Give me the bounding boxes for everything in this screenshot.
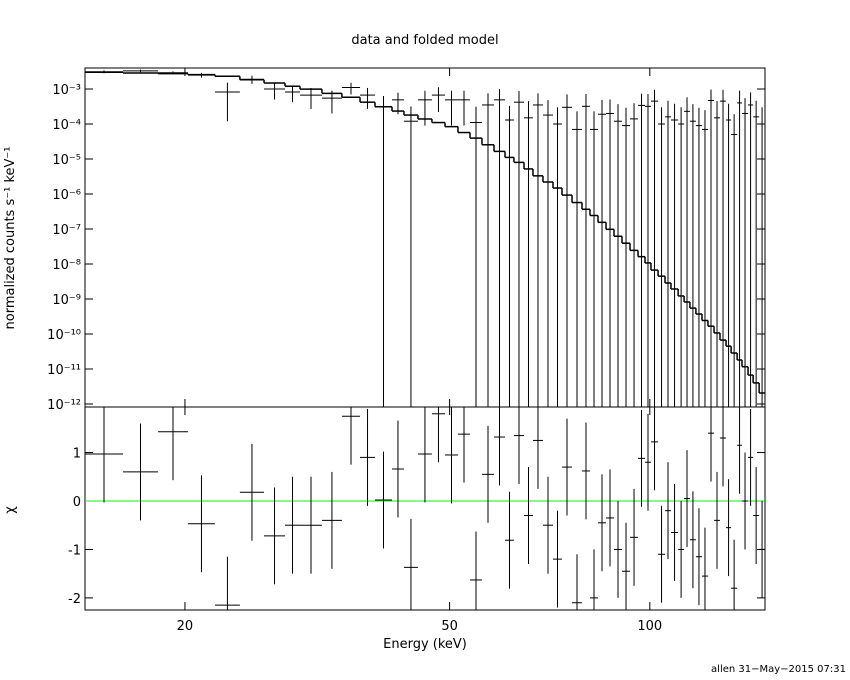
y-tick-label: 10⁻⁸: [52, 258, 81, 273]
y-tick-label: 10⁻¹⁰: [47, 328, 81, 343]
y-tick-label: 0: [73, 495, 81, 510]
y-tick-label: 10⁻⁶: [52, 188, 81, 203]
y-tick-label: 1: [73, 447, 81, 462]
x-tick-label: 50: [441, 619, 458, 634]
y-axis-label: normalized counts s⁻¹ keV⁻¹: [3, 147, 18, 330]
y-tick-label: 10⁻⁷: [52, 223, 81, 238]
y-tick-label: -1: [68, 543, 81, 558]
y-tick-label: -2: [68, 592, 81, 607]
y-tick-label: 10⁻¹²: [47, 398, 81, 413]
y-tick-label: 10⁻⁵: [52, 153, 81, 168]
x-axis-label: Energy (keV): [383, 637, 467, 652]
x-tick-label: 100: [637, 619, 662, 634]
x-tick-label: 20: [177, 619, 194, 634]
chart-title: data and folded model: [351, 33, 498, 48]
y-tick-label: 10⁻⁹: [52, 293, 81, 308]
y-axis-label: χ: [3, 506, 18, 514]
y-tick-label: 10⁻¹¹: [47, 363, 81, 378]
footer: allen 31−May−2015 07:31: [711, 664, 846, 675]
y-tick-label: 10⁻³: [52, 83, 81, 98]
y-tick-label: 10⁻⁴: [52, 118, 81, 133]
